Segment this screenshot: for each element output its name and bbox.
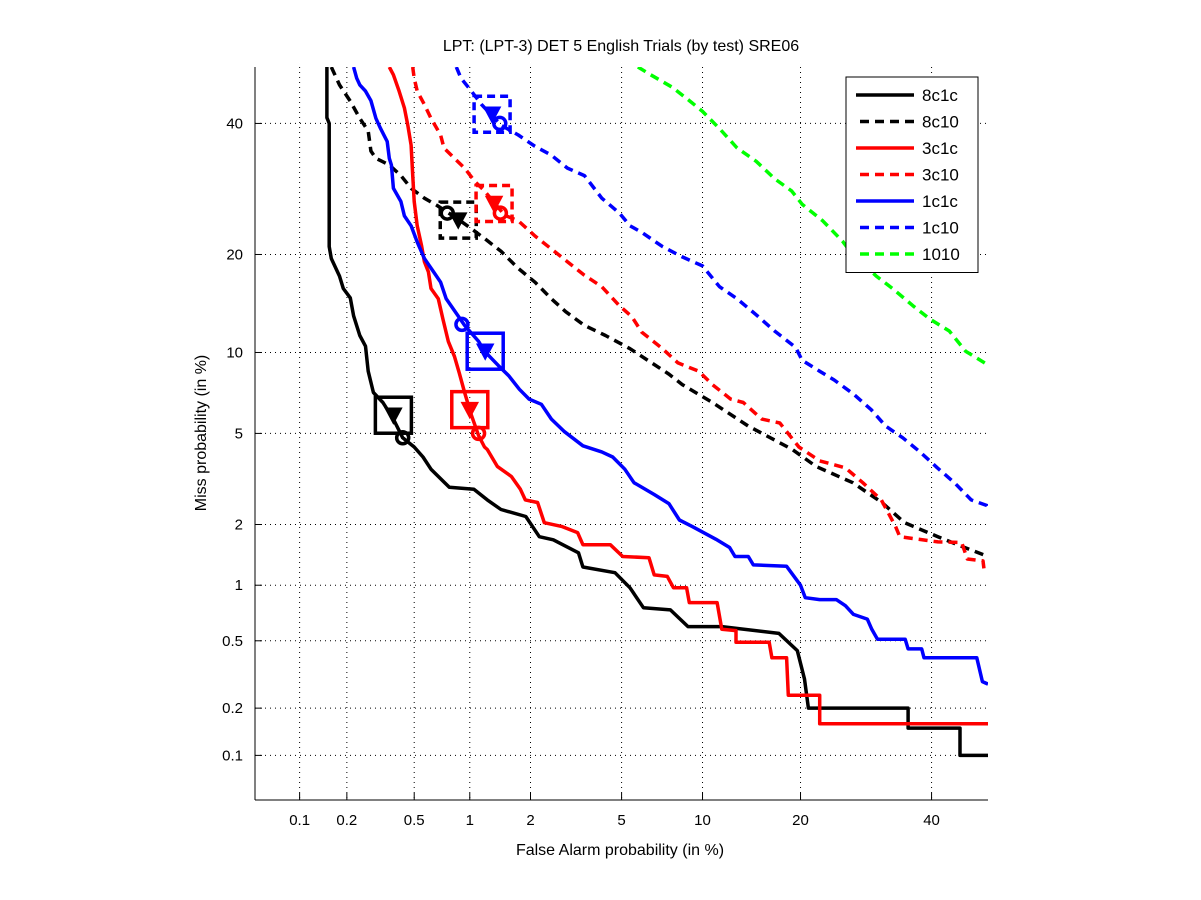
curve-1010 [636, 67, 988, 367]
tick-labels: 0.1 0.2 0.5 1 2 5 10 20 40 0.1 0.2 0.5 1 2 5 10 20 40 [222, 115, 940, 829]
curve-3c1c [387, 67, 988, 726]
x-tick-label: 0.1 [289, 812, 310, 829]
legend-label-8c10: 8c10 [922, 113, 959, 132]
y-tick-label: 20 [226, 246, 243, 263]
confidence-box-8c1c [373, 395, 414, 435]
min-dcf-marker-3c10 [492, 205, 509, 221]
legend-label-1010: 1010 [922, 245, 960, 264]
legend-label-8c1c: 8c1c [922, 86, 958, 105]
actual-dcf-marker-3c10 [484, 195, 504, 214]
y-tick-label: 2 [235, 516, 243, 533]
min-dcf-marker-1c10 [492, 115, 508, 132]
legend: 8c1c 8c10 3c1c 3c10 1c1c 1c10 1010 [845, 76, 979, 273]
confidence-box-1c10 [472, 94, 512, 135]
x-tick-label: 5 [617, 812, 625, 829]
x-tick-label: 0.5 [404, 812, 425, 829]
min-dcf-marker-1c1c [454, 316, 470, 333]
confidence-box-1c1c [465, 331, 505, 371]
legend-label-1c10: 1c10 [922, 219, 959, 238]
y-tick-label: 40 [226, 115, 243, 132]
legend-label-3c1c: 3c1c [922, 139, 958, 158]
x-tick-label: 1 [466, 812, 474, 829]
actual-dcf-marker-8c10 [448, 212, 468, 230]
axes [254, 67, 988, 801]
curve-1c1c [351, 67, 988, 686]
y-axis-label: Miss probability (in %) [193, 355, 210, 511]
y-tick-label: 5 [235, 425, 243, 442]
x-tick-label: 40 [923, 812, 940, 829]
operating-point-markers [373, 94, 514, 446]
x-tick-label: 2 [526, 812, 534, 829]
actual-dcf-marker-3c1c [460, 401, 480, 420]
x-tick-label: 0.2 [336, 812, 357, 829]
curve-8c10 [329, 67, 988, 559]
legend-label-1c1c: 1c1c [922, 192, 958, 211]
actual-dcf-marker-1c10 [482, 106, 502, 124]
min-dcf-marker-8c10 [439, 205, 455, 221]
legend-label-3c10: 3c10 [922, 166, 959, 185]
confidence-box-3c10 [474, 183, 514, 224]
curve-3c10 [410, 67, 988, 572]
curve-8c1c [325, 67, 988, 758]
actual-dcf-marker-8c1c [384, 407, 403, 425]
x-axis-label: False Alarm probability (in %) [516, 842, 724, 859]
y-tick-label: 0.1 [222, 747, 243, 764]
chart-title: LPT: (LPT-3) DET 5 English Trials (by te… [443, 38, 799, 55]
min-dcf-marker-8c1c [394, 430, 411, 446]
y-tick-label: 1 [235, 577, 243, 594]
actual-dcf-marker-1c1c [475, 343, 495, 361]
confidence-box-3c1c [450, 389, 490, 430]
x-tick-label: 10 [694, 812, 711, 829]
curve-1c10 [454, 67, 988, 512]
min-dcf-marker-3c1c [470, 425, 487, 442]
y-tick-label: 0.5 [222, 633, 243, 650]
curves [325, 67, 988, 758]
y-tick-label: 0.2 [222, 700, 243, 717]
x-tick-label: 20 [792, 812, 809, 829]
y-tick-label: 10 [226, 344, 243, 361]
